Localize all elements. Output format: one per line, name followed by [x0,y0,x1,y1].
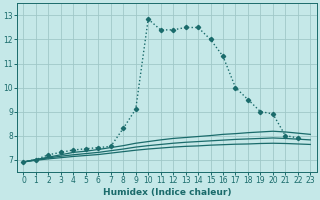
X-axis label: Humidex (Indice chaleur): Humidex (Indice chaleur) [103,188,231,197]
